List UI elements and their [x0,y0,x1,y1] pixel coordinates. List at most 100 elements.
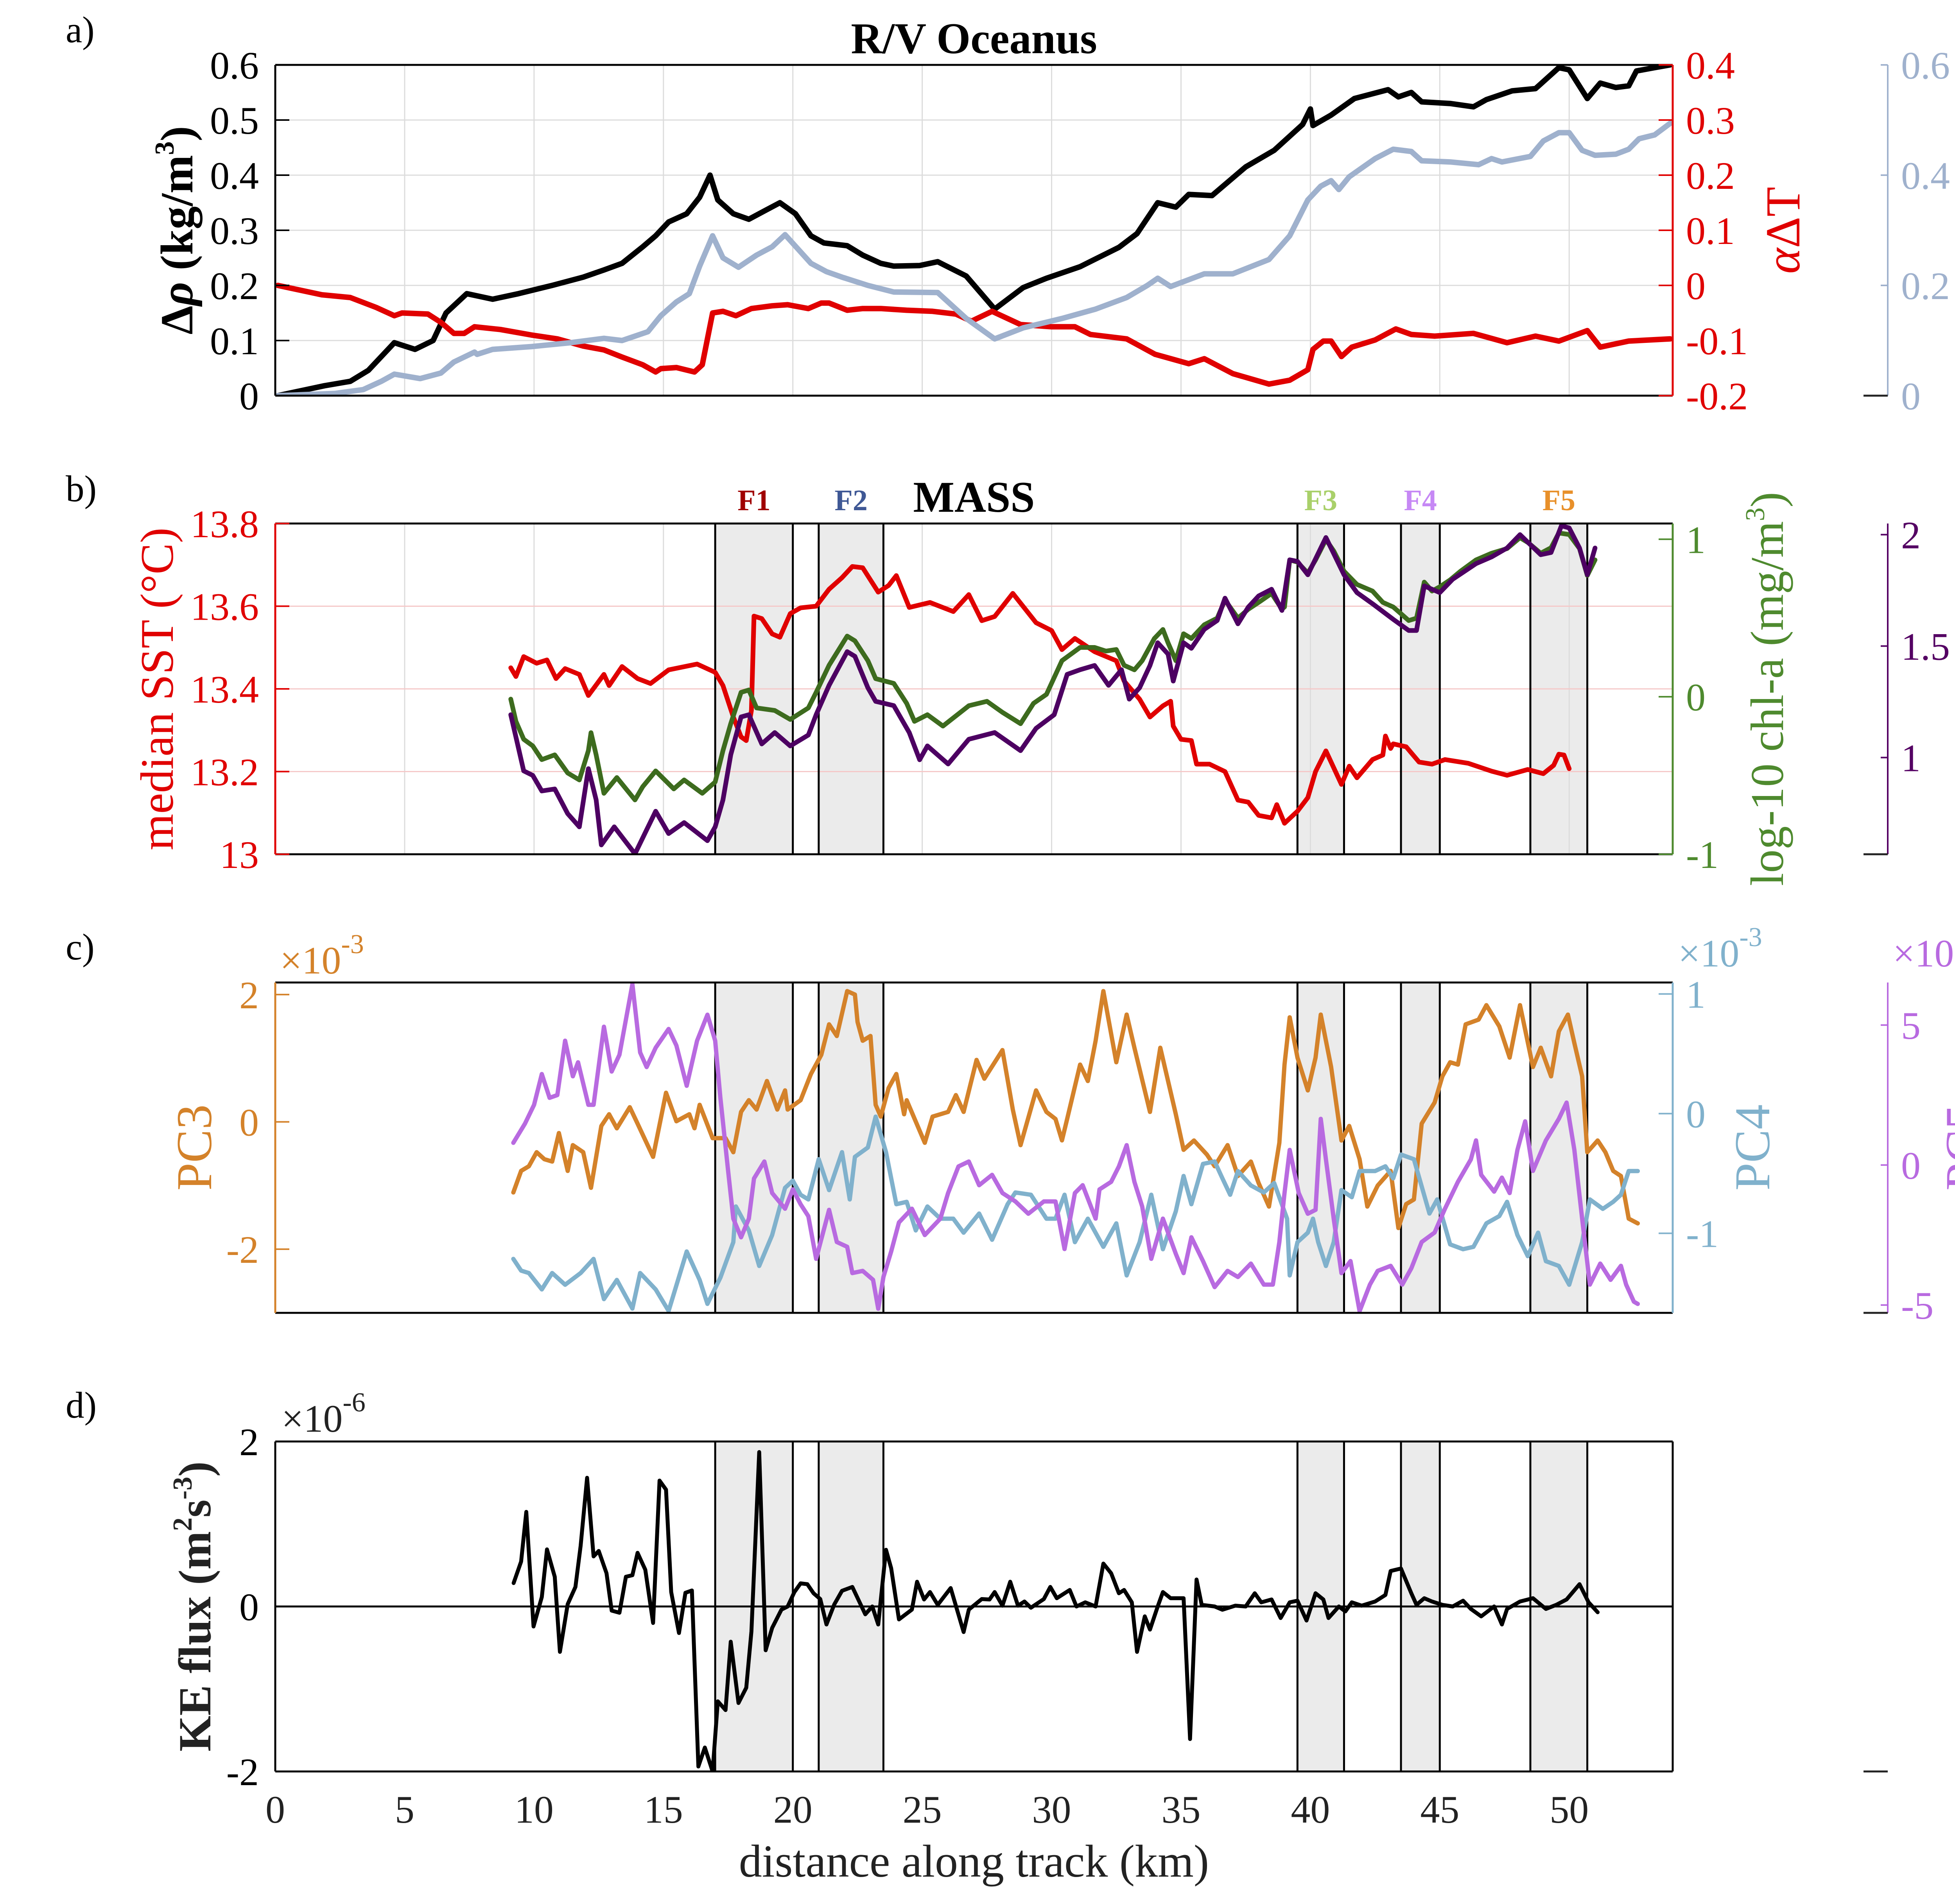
exponent-base: ×10 [1893,932,1954,975]
y-tick-label-outer: 0 [1901,375,1921,418]
y-tick-label-right: 0.4 [1686,44,1735,87]
y-axis-label-pc3: PC3 [167,1104,222,1191]
x-tick-label: 0 [265,1788,285,1831]
y-tick-label-right: 1 [1686,973,1706,1016]
x-tick-label: 50 [1550,1788,1589,1831]
series-line [508,524,1598,854]
pc4-exponent-label: ×10-3 [1678,922,1762,975]
y-tick-label-outer: 0 [1901,1144,1921,1187]
pc3-exponent-label: ×10-3 [280,929,364,982]
y-tick-label: 0.5 [210,99,259,142]
series-group [511,1450,1600,1771]
panel-title-rv-oceanus: R/V Oceanus [851,14,1097,63]
x-tick-label: 35 [1161,1788,1200,1831]
exponent-power: -4 [1954,922,1955,952]
y-tick-label-right: 0 [1686,264,1706,308]
panel-label-c: c) [66,926,95,968]
label-part: ) [1741,492,1793,507]
y-tick-label: -2 [226,1750,259,1794]
label-part: α [1756,247,1810,274]
y-tick-label-right: 0 [1686,1092,1706,1136]
y-tick-label: 0.4 [210,154,259,197]
y-tick-label: 13.2 [190,751,259,794]
y-tick-label: 13.4 [190,668,259,711]
front-label: F2 [834,484,867,517]
series-line [511,982,1640,1313]
y-tick-label-right: 0.1 [1686,209,1735,253]
y-tick-label: 0.6 [210,44,259,87]
panel-title-mass: MASS [913,473,1035,522]
series-line [275,120,1673,396]
y-tick-label: 2 [239,974,259,1017]
panel-label-d: d) [66,1384,97,1426]
label-part: ) [169,1461,221,1477]
front-label: F5 [1542,484,1575,517]
exponent-power: -6 [343,1388,365,1418]
series-line [511,989,1640,1230]
ke-flux-exponent-label: ×10-6 [282,1388,366,1440]
series-group [275,65,1673,396]
label-part: PC3 [167,1104,222,1191]
exponent-base: ×10 [280,939,341,982]
label-part: s [169,1499,221,1517]
label-part: KE flux (m [169,1531,221,1752]
panel-c: -202-101-505 c) ×10-3 PC3 ×10-3 PC4 ×10-… [66,922,1955,1327]
x-axis-label: distance along track (km) [739,1836,1209,1887]
label-superscript: 2 [168,1517,198,1531]
y-tick-label-right: -1 [1686,833,1718,877]
front-label: F1 [737,484,770,517]
label-part: ΔS [1949,189,1955,247]
label-part: Δ [151,306,203,335]
y-tick-label-outer: 1.5 [1901,625,1950,669]
y-tick-label-right: 0.3 [1686,99,1735,142]
label-superscript: -3 [168,1477,198,1499]
x-tick-label: 25 [903,1788,942,1831]
exponent-power: -3 [341,929,364,959]
y-tick-label-outer: 0.6 [1901,44,1950,87]
series-group [511,982,1640,1313]
x-tick-label: 45 [1420,1788,1459,1831]
y-tick-label-right: 1 [1686,518,1706,561]
front-label: F4 [1404,484,1437,517]
y-axis-label-poc: log-10 POC (µmol/L) [1951,487,1955,891]
y-tick-label-outer: 0.2 [1901,264,1950,308]
y-axis-label-ke-flux: KE flux (m2s-3) [168,1461,221,1752]
plot-area-c: -2 0 2 -1 0 1 -5 0 5 [226,973,1934,1327]
y-tick-label: 0 [239,1101,259,1144]
panel-label-b: b) [66,468,97,509]
panel-b: 13 13.2 13.4 13.6 13.8 -1 0 1 1 1.5 2 F1 F2 F3 F4 F5 b)… [66,468,1955,891]
front-label: F3 [1304,484,1337,517]
plot-area-b: 13 13.2 13.4 13.6 13.8 -1 0 1 1 1.5 2 F1 F2 F3 F4 F5 [190,484,1950,877]
series-line [511,1450,1600,1771]
panel-label-a: a) [66,9,95,50]
panel-a: 0 0.1 0.2 0.3 0.4 0.5 0.6 -0.2 -0.1 0 0.1 0.2 0.3 0.4… [66,9,1955,418]
label-part: median SST (°C) [131,527,183,850]
y-axis-label-chl-a: log-10 chl-a (mg/m3) [1740,492,1793,886]
x-tick-label: 10 [515,1788,554,1831]
x-tick-label: 40 [1291,1788,1330,1831]
y-tick-label-outer: 1 [1901,737,1921,780]
label-superscript: 3 [150,142,180,155]
y-tick-label: 0 [239,375,259,418]
x-tick-label: 30 [1032,1788,1071,1831]
y-axis-label-beta-delta-s: βΔS [1949,189,1955,273]
y-tick-label: 2 [239,1420,259,1464]
y-tick-label-right: -1 [1686,1212,1718,1255]
x-tick-label: 15 [644,1788,683,1831]
label-part: PC4 [1725,1104,1780,1191]
label-part: ρ [151,282,203,307]
label-part: ΔT [1756,187,1810,248]
series-line [508,564,1572,826]
label-superscript: 3 [1740,507,1770,521]
label-part: PC5 [1935,1104,1955,1191]
y-tick-label-outer: 2 [1901,514,1921,557]
y-tick-label: 13.6 [190,585,259,629]
y-tick-label-right: -0.2 [1686,375,1748,418]
pc5-exponent-label: ×10-4 [1893,922,1955,975]
label-part: (kg/m [151,155,203,282]
y-axis-label-alpha-delta-t: αΔT [1756,187,1810,274]
y-axis-label-sst: median SST (°C) [131,527,183,850]
